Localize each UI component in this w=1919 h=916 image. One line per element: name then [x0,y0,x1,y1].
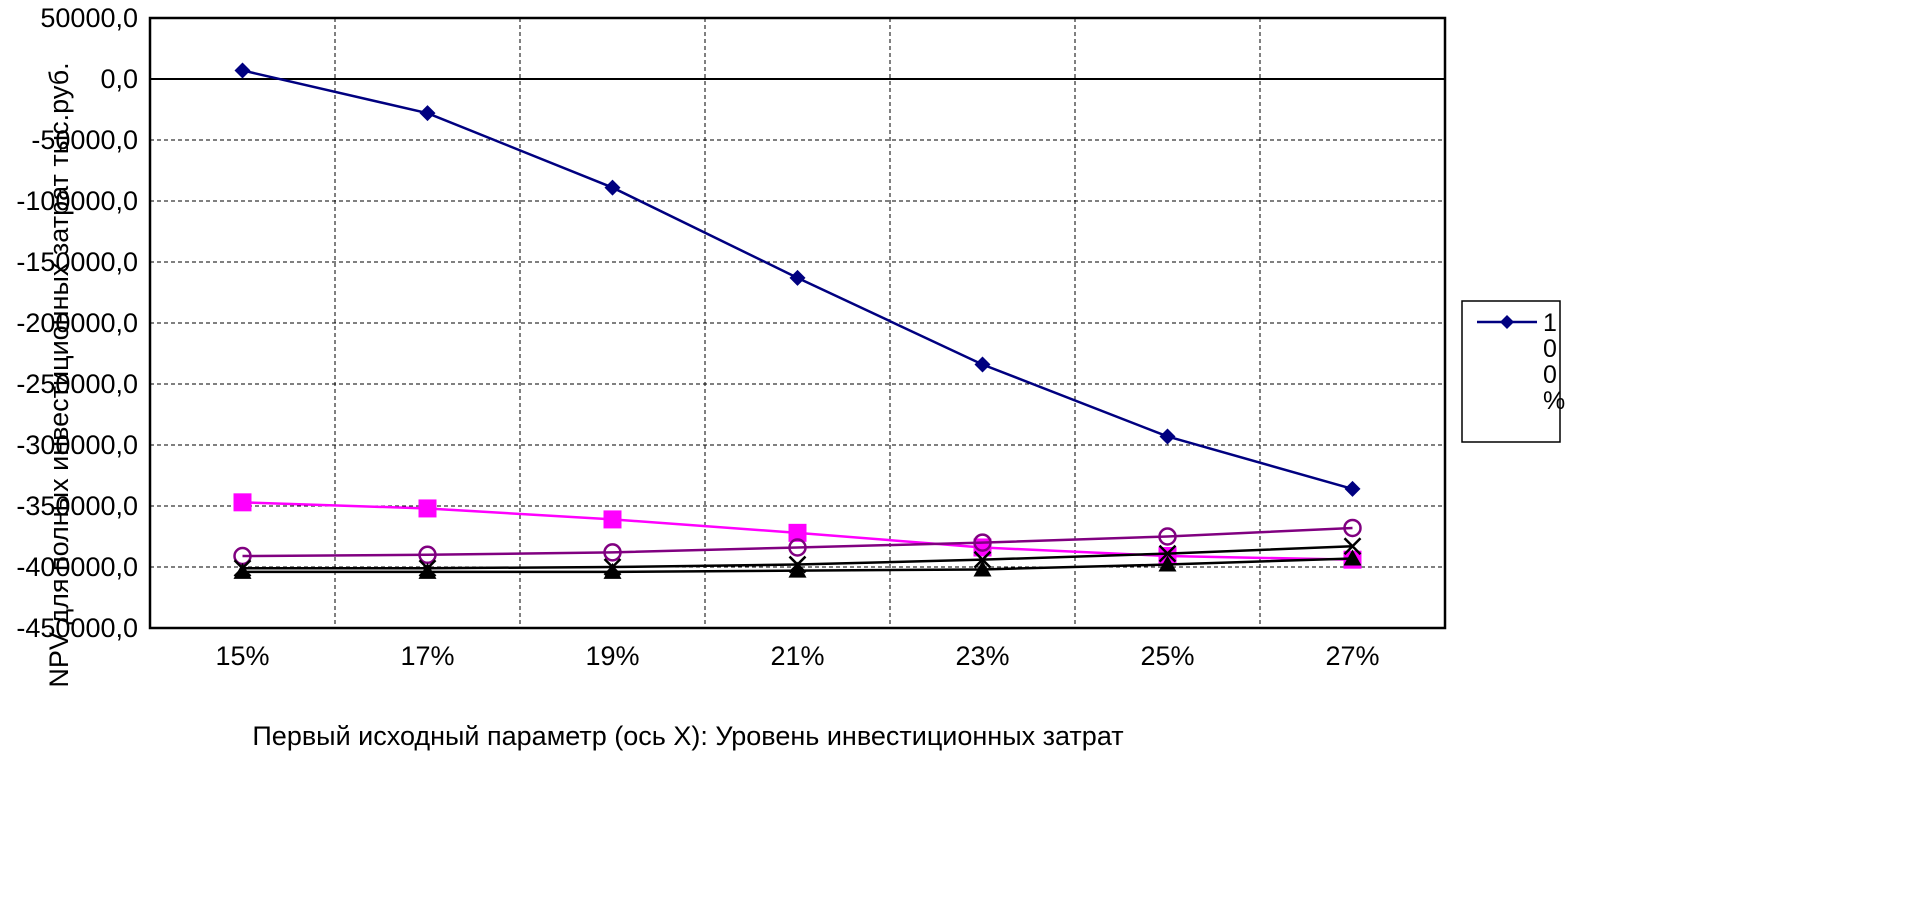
data-point [604,179,621,196]
data-point [788,561,807,578]
y-tick-label: -100000,0 [16,186,138,216]
data-point [1158,544,1177,563]
data-point [1158,527,1177,546]
data-point [233,493,252,512]
data-point [788,523,807,542]
legend: 100% [1461,300,1565,443]
data-point [974,356,991,373]
y-axis-tick-labels: 50000,0 0,0 -50000,0 -100000,0 -150000,0 -200… [16,3,138,643]
x-axis-tick-labels: 15% 17% 19% 21% 23% 25% 27% [215,641,1379,671]
x-tick-label: 17% [400,641,454,671]
y-axis-title: NPV для полных инвестиционных затрат тыс… [44,62,74,687]
series-1 [234,62,1361,497]
data-point [418,499,437,518]
data-point [603,562,622,579]
data-point [603,510,622,529]
x-tick-label: 19% [585,641,639,671]
series-line [242,526,1353,558]
data-point [419,105,436,122]
data-point [418,562,437,579]
data-point [788,538,807,557]
y-tick-label: -250000,0 [16,369,138,399]
data-point [1159,428,1176,445]
y-tick-label: 0,0 [100,64,138,94]
data-point [1343,537,1362,556]
legend-label-char: % [1543,387,1565,415]
data-point [603,543,622,562]
y-tick-label: -200000,0 [16,308,138,338]
data-point [1343,518,1362,538]
x-tick-label: 25% [1140,641,1194,671]
y-tick-label: -400000,0 [16,552,138,582]
legend-label-char: 0 [1543,335,1557,363]
data-point [973,550,992,569]
y-tick-label: -350000,0 [16,491,138,521]
data-point [1158,555,1177,572]
data-point [1343,549,1362,566]
legend-label-char: 1 [1543,309,1557,337]
x-tick-label: 23% [955,641,1009,671]
data-point [1344,480,1361,497]
data-point [973,533,992,552]
y-tick-label: 50000,0 [40,3,138,33]
series-5 [233,549,1362,579]
data-point [234,62,251,79]
y-tick-label: -450000,0 [16,613,138,643]
x-tick-label: 21% [770,641,824,671]
y-tick-label: -300000,0 [16,430,138,460]
legend-label-char: 0 [1543,361,1557,389]
legend-label-series-1: 100% [1543,309,1565,415]
series-3 [233,518,1362,566]
x-axis-title: Первый исходный параметр (ось X): Уровен… [252,721,1123,751]
data-point [418,545,437,565]
x-tick-label: 27% [1325,641,1379,671]
data-point [789,269,806,286]
x-tick-label: 15% [215,641,269,671]
y-tick-label: -50000,0 [31,125,138,155]
legend-swatch-marker [1500,315,1514,329]
plot-border [148,16,1447,630]
data-point [233,562,252,579]
data-point [973,560,992,577]
data-series [233,62,1362,579]
y-tick-label: -150000,0 [16,247,138,277]
